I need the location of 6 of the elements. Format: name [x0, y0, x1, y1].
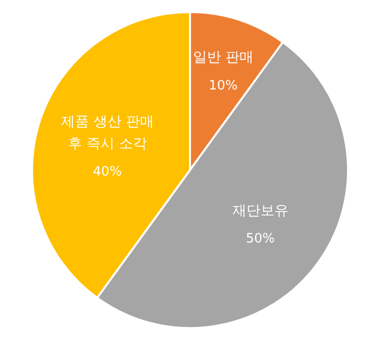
slice-label: 재단보유	[232, 202, 288, 219]
slice-label: 제품 생산 판매 후 즉시 소각	[60, 114, 154, 152]
data-label: 10%	[208, 78, 238, 94]
data-label: 50%	[246, 232, 275, 247]
data-label: 40%	[92, 164, 122, 180]
slice-label: 일반 판매	[192, 50, 254, 66]
